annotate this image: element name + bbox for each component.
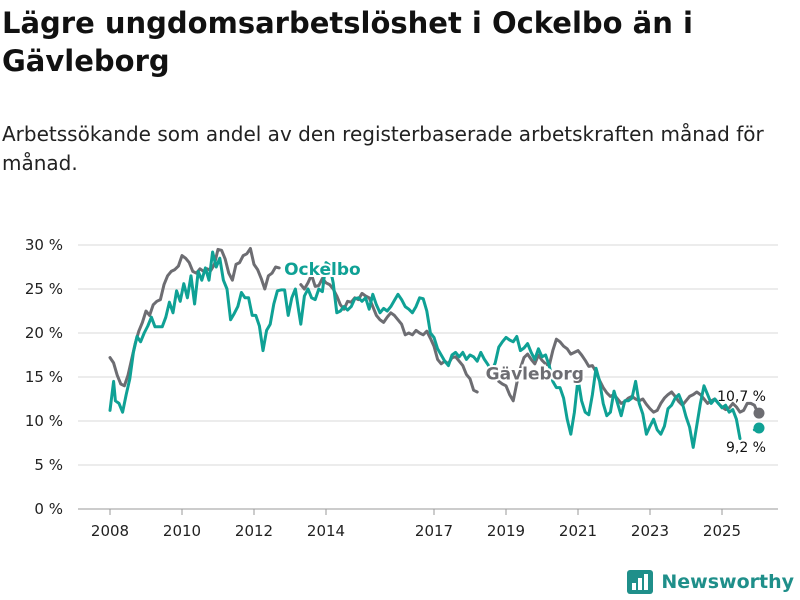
x-tick-label: 2012 [235, 522, 273, 540]
ockelbo-line [108, 250, 742, 449]
x-tick-label: 2010 [163, 522, 201, 540]
gavleborg-line [108, 247, 281, 388]
y-tick-label: 20 % [25, 324, 63, 342]
x-tick-label: 2014 [307, 522, 345, 540]
ockelbo-end-label: 9,2 % [726, 440, 766, 456]
chart-title: Lägre ungdomsarbetslöshet i Ockelbo än i… [2, 6, 693, 78]
y-tick-label: 0 % [34, 500, 63, 518]
x-tick-label: 2017 [415, 522, 453, 540]
x-tick-label: 2023 [631, 522, 669, 540]
newsworthy-logo-icon [627, 570, 654, 594]
y-tick-label: 10 % [25, 412, 63, 430]
chart-subtitle: Arbetssökande som andel av den registerb… [2, 122, 764, 175]
y-tick-label: 15 % [25, 368, 63, 386]
x-tick-label: 2025 [703, 522, 741, 540]
series-label-ockelbo: Ockelbo [284, 260, 361, 280]
y-tick-label: 25 % [25, 280, 63, 298]
gavleborg-end-label: 10,7 % [717, 389, 766, 405]
brand-logo: Newsworthy [627, 570, 794, 594]
ockelbo-end-marker [753, 422, 765, 434]
y-tick-label: 30 % [25, 236, 63, 254]
x-tick-label: 2008 [91, 522, 129, 540]
y-tick-label: 5 % [34, 456, 63, 474]
gavleborg-end-marker [753, 407, 765, 419]
x-tick-label: 2021 [559, 522, 597, 540]
series-label-gävleborg: Gävleborg [486, 365, 584, 385]
brand-name: Newsworthy [661, 571, 794, 593]
x-tick-label: 2019 [487, 522, 525, 540]
